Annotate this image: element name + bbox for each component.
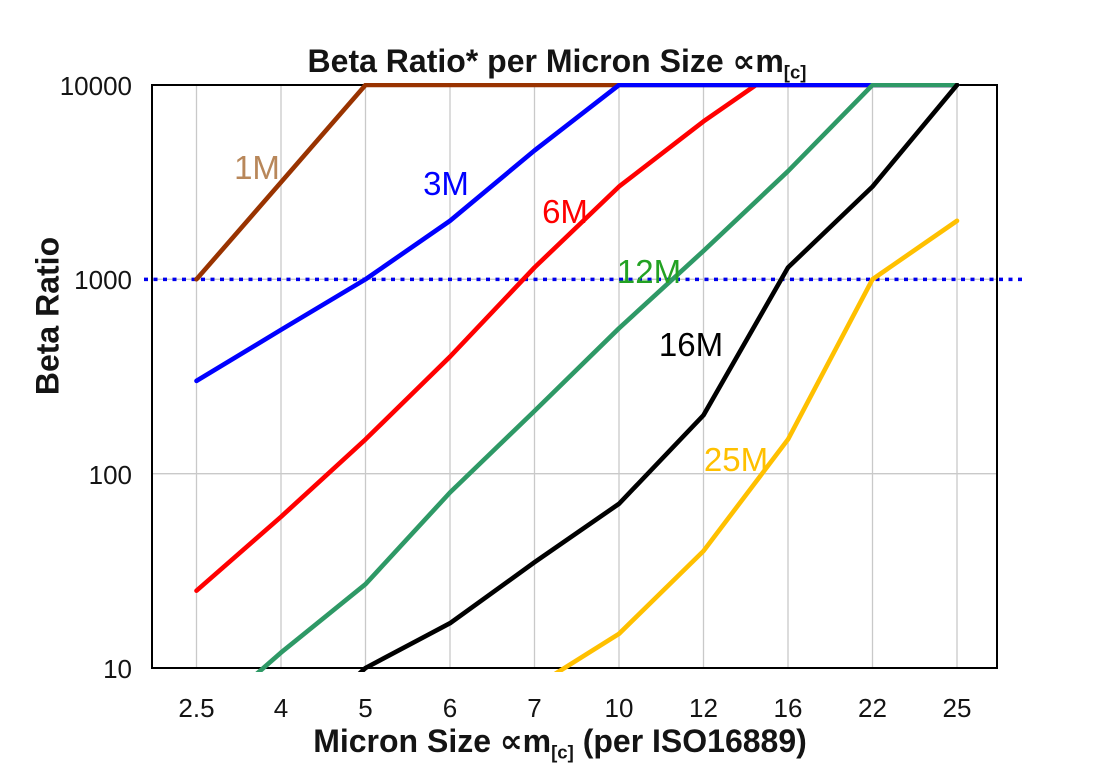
x-tick-label: 7 xyxy=(527,693,542,723)
x-tick-label: 4 xyxy=(273,693,289,723)
y-tick-label: 1000 xyxy=(74,265,132,296)
y-tick-label: 100 xyxy=(88,459,132,490)
series-label-16M: 16M xyxy=(658,326,724,363)
series-label-3M: 3M xyxy=(423,165,469,202)
x-axis-title-subscript: [c] xyxy=(551,741,574,763)
y-tick-label: 10 xyxy=(103,654,132,684)
series-label-25M: 25M xyxy=(703,441,769,478)
chart-title: Beta Ratio* per Micron Size ∝m[c] xyxy=(0,42,1110,83)
series-label-1M: 1M xyxy=(234,149,280,186)
x-axis-title-suffix: (per ISO16889) xyxy=(573,723,807,759)
x-tick-label: 5 xyxy=(358,693,373,723)
x-axis-title: Micron Size ∝m[c] (per ISO16889) xyxy=(10,722,1110,763)
series-line-3M xyxy=(194,83,960,384)
x-tick-label: 22 xyxy=(858,693,887,723)
x-tick-label: 16 xyxy=(773,693,803,723)
y-tick-label: 10000 xyxy=(59,71,132,101)
x-tick-label: 6 xyxy=(442,693,458,723)
x-tick-label: 2.5 xyxy=(178,693,215,723)
series-label-12M: 12M xyxy=(616,253,682,290)
x-tick-label: 10 xyxy=(604,693,634,723)
x-tick-label: 25 xyxy=(942,693,972,723)
chart-title-subscript: [c] xyxy=(783,61,807,83)
x-tick-label: 12 xyxy=(689,693,718,723)
series-line-16M xyxy=(357,83,960,672)
series-line-12M xyxy=(255,83,960,672)
series-label-6M: 6M xyxy=(542,193,588,230)
chart-title-text: Beta Ratio* per Micron Size ∝m xyxy=(307,43,784,79)
x-axis-title-text: Micron Size ∝m xyxy=(313,723,552,759)
y-axis-title: Beta Ratio xyxy=(30,237,67,395)
series-line-25M xyxy=(553,218,960,672)
y-axis-title-text: Beta Ratio xyxy=(29,236,66,396)
